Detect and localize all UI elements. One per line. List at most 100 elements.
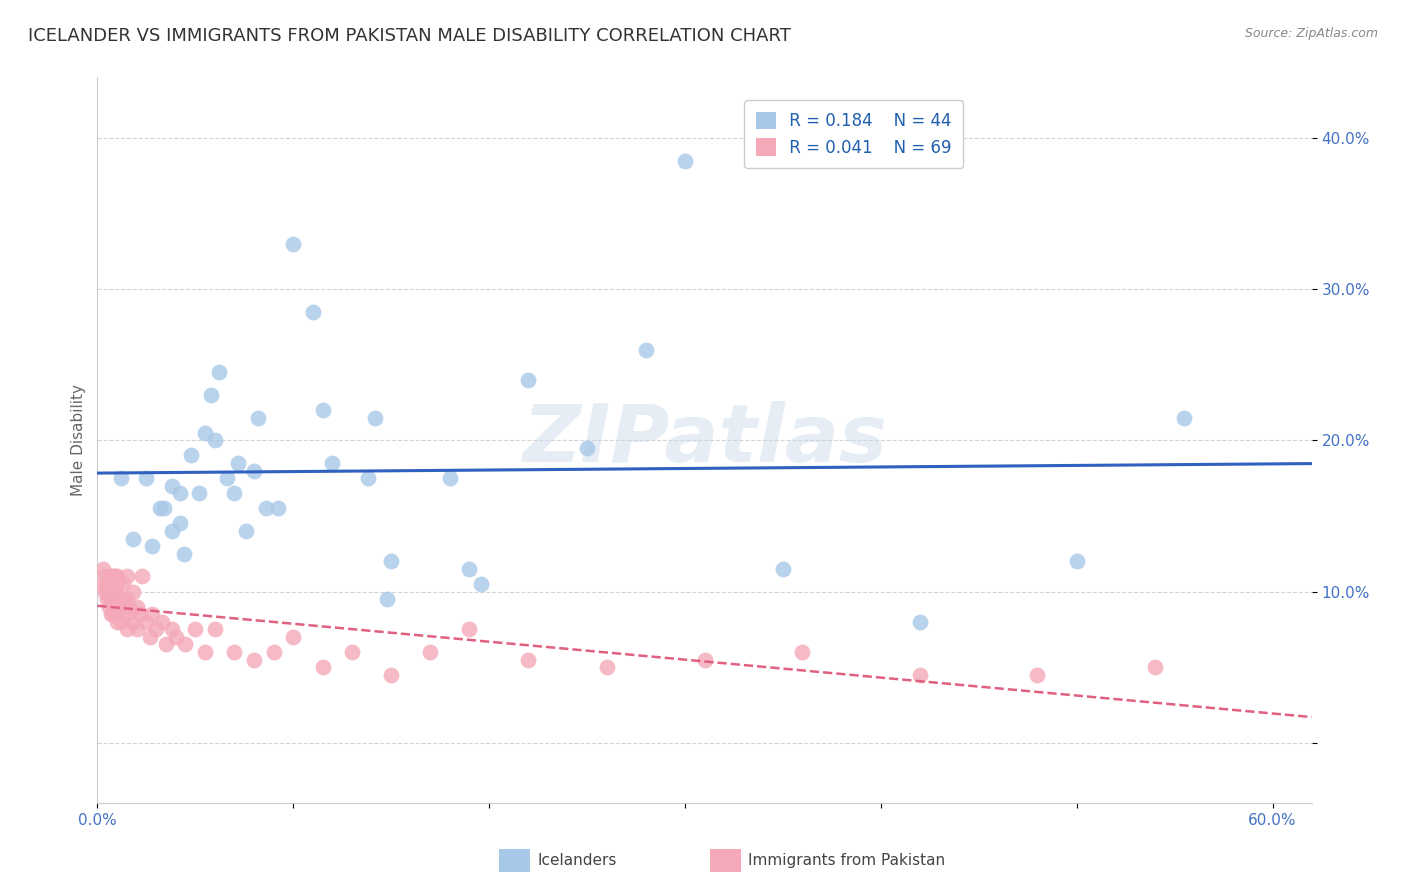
Point bbox=[111, 592, 134, 607]
Point bbox=[204, 623, 226, 637]
Point bbox=[169, 486, 191, 500]
Point bbox=[139, 630, 162, 644]
Point bbox=[194, 645, 217, 659]
Point bbox=[104, 569, 127, 583]
Point bbox=[693, 652, 716, 666]
Point bbox=[100, 607, 122, 622]
Point bbox=[1173, 410, 1195, 425]
Point bbox=[174, 637, 197, 651]
Point bbox=[243, 464, 266, 478]
Text: Source: ZipAtlas.com: Source: ZipAtlas.com bbox=[1244, 27, 1378, 40]
Text: ICELANDER VS IMMIGRANTS FROM PAKISTAN MALE DISABILITY CORRELATION CHART: ICELANDER VS IMMIGRANTS FROM PAKISTAN MA… bbox=[28, 27, 792, 45]
Point bbox=[104, 584, 127, 599]
Point bbox=[101, 592, 124, 607]
Point bbox=[595, 660, 617, 674]
Point bbox=[121, 615, 143, 629]
Point bbox=[115, 623, 138, 637]
Point bbox=[188, 486, 211, 500]
Point bbox=[283, 630, 305, 644]
Point bbox=[110, 599, 132, 614]
Y-axis label: Male Disability: Male Disability bbox=[72, 384, 86, 496]
Point bbox=[129, 607, 152, 622]
Point bbox=[224, 645, 246, 659]
Point bbox=[235, 524, 257, 538]
Point bbox=[111, 577, 134, 591]
Point bbox=[131, 569, 153, 583]
Point bbox=[364, 410, 387, 425]
Point bbox=[141, 607, 163, 622]
Point bbox=[208, 365, 231, 379]
Point bbox=[321, 456, 343, 470]
Point bbox=[908, 615, 931, 629]
Point bbox=[439, 471, 461, 485]
Point bbox=[1143, 660, 1166, 674]
Point bbox=[266, 501, 288, 516]
Point bbox=[283, 236, 305, 251]
Point bbox=[169, 516, 191, 531]
Point bbox=[110, 471, 132, 485]
Point bbox=[243, 652, 266, 666]
Point bbox=[470, 577, 492, 591]
Point bbox=[380, 554, 402, 568]
Point bbox=[98, 599, 121, 614]
Point bbox=[104, 599, 127, 614]
Text: Immigrants from Pakistan: Immigrants from Pakistan bbox=[748, 854, 945, 868]
Point bbox=[246, 410, 269, 425]
Point bbox=[101, 607, 124, 622]
Point bbox=[145, 623, 167, 637]
Point bbox=[121, 584, 143, 599]
Point bbox=[141, 539, 163, 553]
Point bbox=[356, 471, 378, 485]
Point bbox=[96, 592, 118, 607]
Point bbox=[115, 607, 138, 622]
Point bbox=[204, 434, 226, 448]
Point bbox=[380, 667, 402, 681]
Point bbox=[105, 577, 128, 591]
Point bbox=[311, 660, 333, 674]
Point bbox=[165, 630, 187, 644]
Point bbox=[173, 547, 195, 561]
Point bbox=[772, 562, 794, 576]
Legend:  R = 0.184    N = 44,  R = 0.041    N = 69: R = 0.184 N = 44, R = 0.041 N = 69 bbox=[744, 100, 963, 169]
Point bbox=[160, 478, 183, 492]
Point bbox=[160, 524, 183, 538]
Point bbox=[673, 153, 696, 168]
Point bbox=[575, 441, 598, 455]
Point bbox=[458, 623, 481, 637]
Point bbox=[228, 456, 250, 470]
Point bbox=[311, 403, 333, 417]
Point bbox=[340, 645, 363, 659]
Point bbox=[215, 471, 238, 485]
Point bbox=[101, 569, 124, 583]
Text: ZIPatlas: ZIPatlas bbox=[522, 401, 887, 479]
Point bbox=[375, 592, 398, 607]
Point bbox=[263, 645, 285, 659]
Point bbox=[100, 569, 122, 583]
Point bbox=[184, 623, 207, 637]
Point bbox=[908, 667, 931, 681]
Point bbox=[792, 645, 814, 659]
Point bbox=[634, 343, 657, 357]
Text: Icelanders: Icelanders bbox=[537, 854, 616, 868]
Point bbox=[91, 577, 114, 591]
Point bbox=[419, 645, 441, 659]
Point bbox=[98, 577, 121, 591]
Point bbox=[115, 592, 138, 607]
Point bbox=[180, 449, 202, 463]
Point bbox=[94, 569, 117, 583]
Point bbox=[104, 592, 127, 607]
Point bbox=[517, 373, 540, 387]
Point bbox=[105, 615, 128, 629]
Point bbox=[104, 607, 127, 622]
Point bbox=[1026, 667, 1049, 681]
Point bbox=[1066, 554, 1088, 568]
Point bbox=[100, 592, 122, 607]
Point bbox=[91, 562, 114, 576]
Point bbox=[110, 615, 132, 629]
Point bbox=[160, 623, 183, 637]
Point bbox=[105, 599, 128, 614]
Point bbox=[115, 569, 138, 583]
Point bbox=[118, 599, 141, 614]
Point bbox=[153, 501, 176, 516]
Point bbox=[105, 569, 128, 583]
